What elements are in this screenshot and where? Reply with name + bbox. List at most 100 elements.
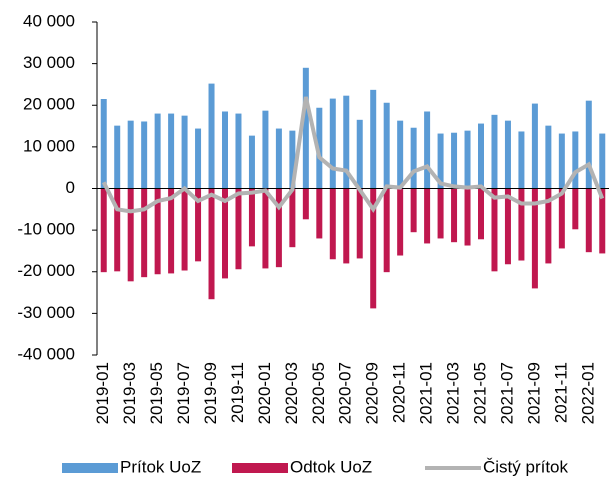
y-tick-label: -20 000 — [17, 261, 75, 280]
bar — [464, 130, 471, 189]
bar — [397, 188, 404, 256]
bar — [114, 125, 121, 189]
x-tick-label: 2020-01 — [255, 362, 274, 424]
bar — [343, 188, 350, 264]
bar — [424, 188, 431, 244]
bar — [329, 188, 336, 260]
y-tick-label: 0 — [66, 178, 75, 197]
bar — [100, 99, 107, 189]
x-tick-label: 2021-01 — [417, 362, 436, 424]
bar — [168, 113, 175, 189]
bar — [154, 188, 161, 275]
bar — [141, 188, 148, 278]
bar — [208, 83, 215, 189]
x-tick-label: 2021-05 — [470, 362, 489, 424]
bar — [558, 133, 565, 189]
bar — [531, 103, 538, 189]
x-tick-label: 2019-05 — [147, 362, 166, 424]
bar — [397, 120, 404, 189]
bar — [383, 102, 390, 189]
bar — [195, 128, 202, 189]
bar — [127, 120, 134, 189]
legend-label: Čistý prítok — [483, 457, 569, 476]
bar — [370, 188, 377, 309]
x-tick-label: 2022-01 — [578, 362, 597, 424]
y-tick-label: -10 000 — [17, 220, 75, 239]
bar — [154, 113, 161, 189]
y-tick-label: -30 000 — [17, 303, 75, 322]
x-tick-label: 2019-11 — [228, 362, 247, 423]
bar — [248, 188, 255, 247]
bar — [558, 188, 565, 249]
bar — [356, 119, 363, 189]
bar — [181, 115, 188, 189]
bar — [275, 188, 282, 268]
bar — [572, 188, 579, 230]
bar — [302, 67, 309, 189]
bar — [599, 133, 606, 189]
bar — [316, 188, 323, 239]
bar — [235, 113, 242, 189]
bar — [451, 188, 458, 243]
legend-swatch — [62, 463, 118, 473]
bar — [222, 188, 228, 279]
bar — [370, 89, 377, 189]
line — [101, 96, 605, 214]
bar — [262, 110, 269, 189]
x-tick-label: 2021-07 — [497, 362, 516, 424]
bar — [302, 188, 309, 220]
bar — [504, 188, 511, 265]
bar — [437, 133, 444, 189]
x-tick-label: 2020-05 — [309, 362, 328, 424]
bar — [478, 123, 484, 189]
x-tick-label: 2019-01 — [93, 362, 112, 424]
x-tick-label: 2021-03 — [444, 362, 463, 424]
bar — [127, 188, 134, 282]
bar — [545, 125, 552, 189]
bar — [491, 188, 498, 272]
x-tick-label: 2019-09 — [201, 362, 220, 424]
bar — [531, 188, 538, 289]
x-tick-label: 2020-07 — [336, 362, 355, 424]
y-tick-label: 40 000 — [23, 11, 75, 30]
bar — [289, 130, 296, 189]
y-tick-label: 30 000 — [23, 53, 75, 72]
bar — [478, 188, 484, 240]
bar — [343, 95, 350, 189]
bar — [410, 127, 417, 189]
bar — [289, 188, 296, 248]
bar — [572, 131, 579, 189]
bar — [437, 188, 444, 239]
bar — [599, 188, 606, 254]
bar — [545, 188, 552, 264]
bar — [262, 188, 269, 269]
y-tick-label: 20 000 — [23, 95, 75, 114]
bar — [518, 131, 525, 189]
bar — [504, 120, 511, 189]
bar — [491, 114, 498, 189]
bar — [208, 188, 215, 300]
bar — [329, 98, 336, 189]
legend-label: Prítok UoZ — [120, 457, 201, 476]
bar — [356, 188, 363, 259]
bar — [100, 188, 107, 273]
bar — [168, 188, 175, 274]
y-tick-label: -40 000 — [17, 344, 75, 363]
x-tick-label: 2020-03 — [282, 362, 301, 424]
bar — [235, 188, 242, 270]
bar — [114, 188, 121, 272]
bar — [518, 188, 525, 261]
bar — [383, 188, 390, 273]
x-tick-label: 2020-09 — [363, 362, 382, 424]
x-tick-label: 2019-03 — [120, 362, 139, 424]
x-tick-label: 2020-11 — [390, 362, 409, 423]
bar — [181, 188, 188, 271]
bar — [141, 121, 148, 189]
y-tick-label: 10 000 — [23, 136, 75, 155]
legend-swatch — [232, 463, 288, 473]
bar — [195, 188, 202, 262]
bar — [464, 188, 471, 246]
bar — [424, 111, 431, 189]
legend-label: Odtok UoZ — [290, 457, 372, 476]
